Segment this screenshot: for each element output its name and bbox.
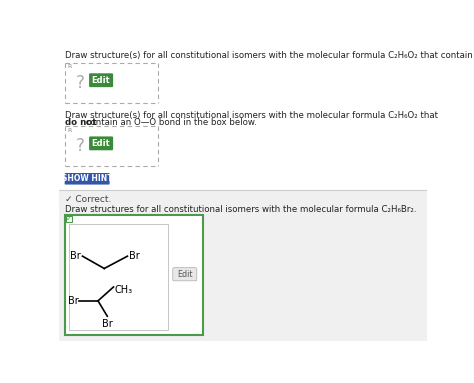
Text: R: R xyxy=(67,64,71,69)
FancyBboxPatch shape xyxy=(89,73,113,87)
Text: SHOW HINT: SHOW HINT xyxy=(62,174,112,183)
Text: Edit: Edit xyxy=(92,139,110,148)
Text: ?: ? xyxy=(75,137,84,155)
Text: Br: Br xyxy=(102,319,113,329)
FancyBboxPatch shape xyxy=(89,136,113,150)
Text: do not: do not xyxy=(65,118,97,126)
Text: Draw structures for all constitutional isomers with the molecular formula C₂H₆Br: Draw structures for all constitutional i… xyxy=(65,205,417,214)
Text: contain an O—O bond in the box below.: contain an O—O bond in the box below. xyxy=(83,118,257,126)
Text: ✓ Correct.: ✓ Correct. xyxy=(65,195,112,204)
Text: Br: Br xyxy=(68,296,79,306)
Text: CH₃: CH₃ xyxy=(114,285,132,295)
FancyBboxPatch shape xyxy=(64,173,109,185)
Text: ✓: ✓ xyxy=(66,216,72,222)
Text: Br: Br xyxy=(70,251,81,261)
Text: R: R xyxy=(67,128,71,133)
Text: Br: Br xyxy=(129,251,140,261)
Text: Edit: Edit xyxy=(177,270,192,279)
FancyBboxPatch shape xyxy=(65,215,203,335)
FancyBboxPatch shape xyxy=(173,268,197,281)
Bar xyxy=(66,216,73,222)
Bar xyxy=(59,190,427,341)
Text: Edit: Edit xyxy=(92,76,110,85)
Text: Draw structure(s) for all constitutional isomers with the molecular formula C₂H₆: Draw structure(s) for all constitutional… xyxy=(65,51,474,61)
Bar xyxy=(69,224,168,330)
Text: ?: ? xyxy=(75,74,84,92)
Text: Draw structure(s) for all constitutional isomers with the molecular formula C₂H₆: Draw structure(s) for all constitutional… xyxy=(65,111,438,119)
